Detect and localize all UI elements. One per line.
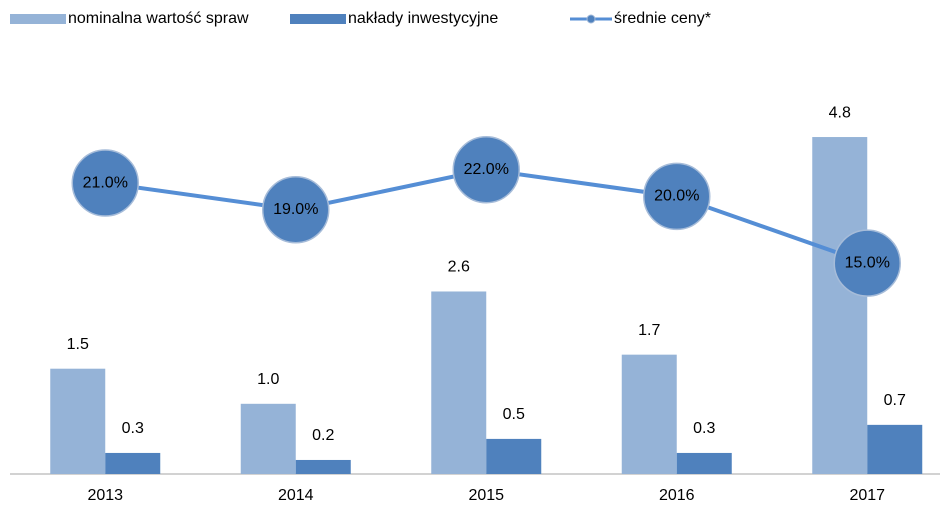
data-label: 22.0% — [464, 161, 509, 178]
x-tick-label: 2014 — [278, 487, 314, 504]
bar — [867, 424, 923, 474]
data-label: 1.7 — [638, 322, 660, 339]
data-label: 19.0% — [273, 201, 318, 218]
data-label: 0.7 — [884, 392, 906, 409]
bar — [621, 354, 677, 474]
line-marker — [262, 175, 330, 244]
legend-swatch — [290, 14, 346, 24]
bar — [812, 137, 868, 475]
x-tick-label: 2015 — [468, 487, 504, 504]
bar — [486, 438, 542, 474]
x-tick-label: 2017 — [849, 487, 885, 504]
data-label: 0.5 — [503, 406, 525, 423]
x-tick-label: 2013 — [87, 487, 123, 504]
legend-label: średnie ceny* — [614, 10, 711, 27]
legend-label: nakłady inwestycyjne — [348, 10, 498, 27]
line-marker — [643, 162, 711, 231]
line-marker — [833, 229, 901, 297]
line-marker — [452, 135, 520, 204]
data-label: 0.3 — [122, 420, 144, 437]
data-label: 4.8 — [829, 104, 851, 121]
legend-swatch — [10, 14, 66, 24]
data-label: 2.6 — [448, 259, 470, 276]
data-label: 0.3 — [693, 420, 715, 437]
legend-marker — [586, 14, 596, 24]
bar — [105, 452, 161, 474]
data-label: 0.2 — [312, 427, 334, 444]
bar — [295, 459, 351, 474]
data-label: 1.5 — [67, 336, 89, 353]
bar — [50, 368, 106, 474]
line-marker — [71, 149, 139, 217]
data-label: 15.0% — [845, 254, 890, 271]
data-label: 1.0 — [257, 371, 279, 388]
data-label: 21.0% — [83, 174, 128, 191]
legend-label: nominalna wartość spraw — [68, 10, 249, 27]
bar — [240, 403, 296, 474]
bar — [676, 452, 732, 474]
bar — [431, 291, 487, 474]
data-label: 20.0% — [654, 188, 699, 205]
x-tick-label: 2016 — [659, 487, 695, 504]
